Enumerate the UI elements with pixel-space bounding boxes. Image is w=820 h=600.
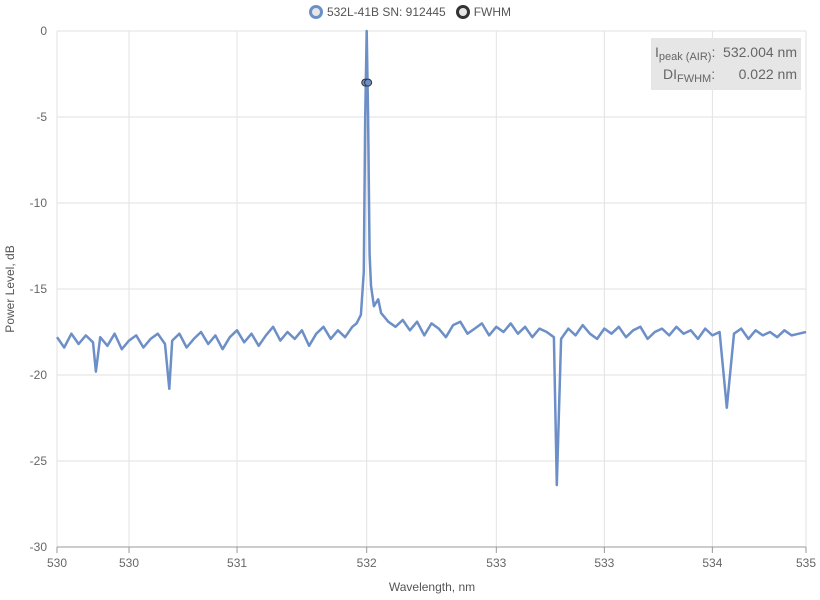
fwhm-label-sub: FWHM bbox=[677, 73, 712, 85]
x-tick-label: 535 bbox=[796, 556, 816, 570]
chart-legend: 532L-41B SN: 912445 FWHM bbox=[0, 5, 820, 19]
x-tick-label: 533 bbox=[594, 556, 614, 570]
y-axis-label: Power Level, dB bbox=[3, 245, 17, 332]
fwhm-markers bbox=[361, 78, 373, 87]
legend-fwhm-label: FWHM bbox=[473, 5, 512, 19]
y-tick-label: -20 bbox=[30, 368, 48, 382]
y-tick-label: -10 bbox=[30, 196, 48, 210]
peak-label-sub: peak (AIR) bbox=[658, 51, 712, 63]
peak-row: Ipeak (AIR): 532.004 nm bbox=[655, 44, 797, 66]
x-tick-label: 534 bbox=[702, 556, 722, 570]
series-line[interactable] bbox=[55, 29, 807, 487]
fwhm-legend-icon bbox=[455, 5, 470, 19]
x-tick-label: 533 bbox=[486, 556, 506, 570]
y-tick-label: -5 bbox=[36, 110, 47, 124]
fwhm-row: DIFWHM: 0.022 nm bbox=[655, 66, 797, 88]
y-tick-label: -25 bbox=[30, 454, 48, 468]
axes: 0 -5 -10 -15 -20 -25 -30 530 530 531 532 533 533 534 5… bbox=[30, 24, 817, 570]
x-tick-label: 530 bbox=[47, 556, 67, 570]
series-legend-icon bbox=[308, 5, 323, 19]
legend-series-label: 532L-41B SN: 912445 bbox=[326, 5, 446, 19]
legend-item-series[interactable]: 532L-41B SN: 912445 bbox=[308, 5, 446, 19]
peak-label-main: I bbox=[655, 44, 659, 60]
grid-lines bbox=[56, 30, 807, 548]
peak-value: 532.004 nm bbox=[723, 44, 797, 60]
peak-label: Ipeak (AIR): bbox=[655, 44, 716, 63]
y-tick-label: -30 bbox=[30, 540, 48, 554]
y-tick-label: 0 bbox=[40, 24, 47, 38]
peak-info-box: Ipeak (AIR): 532.004 nm DIFWHM: 0.022 nm bbox=[651, 38, 801, 90]
fwhm-value: 0.022 nm bbox=[738, 66, 797, 82]
legend-item-fwhm[interactable]: FWHM bbox=[455, 5, 512, 19]
fwhm-label-main: DI bbox=[663, 66, 677, 82]
fwhm-label: DIFWHM: bbox=[663, 66, 716, 85]
x-tick-label: 531 bbox=[227, 556, 247, 570]
y-tick-label: -15 bbox=[30, 282, 48, 296]
series-layer bbox=[55, 29, 807, 487]
x-tick-label: 530 bbox=[119, 556, 139, 570]
x-tick-label: 532 bbox=[357, 556, 377, 570]
fwhm-point[interactable] bbox=[364, 78, 373, 87]
x-axis-label: Wavelength, nm bbox=[389, 580, 475, 594]
